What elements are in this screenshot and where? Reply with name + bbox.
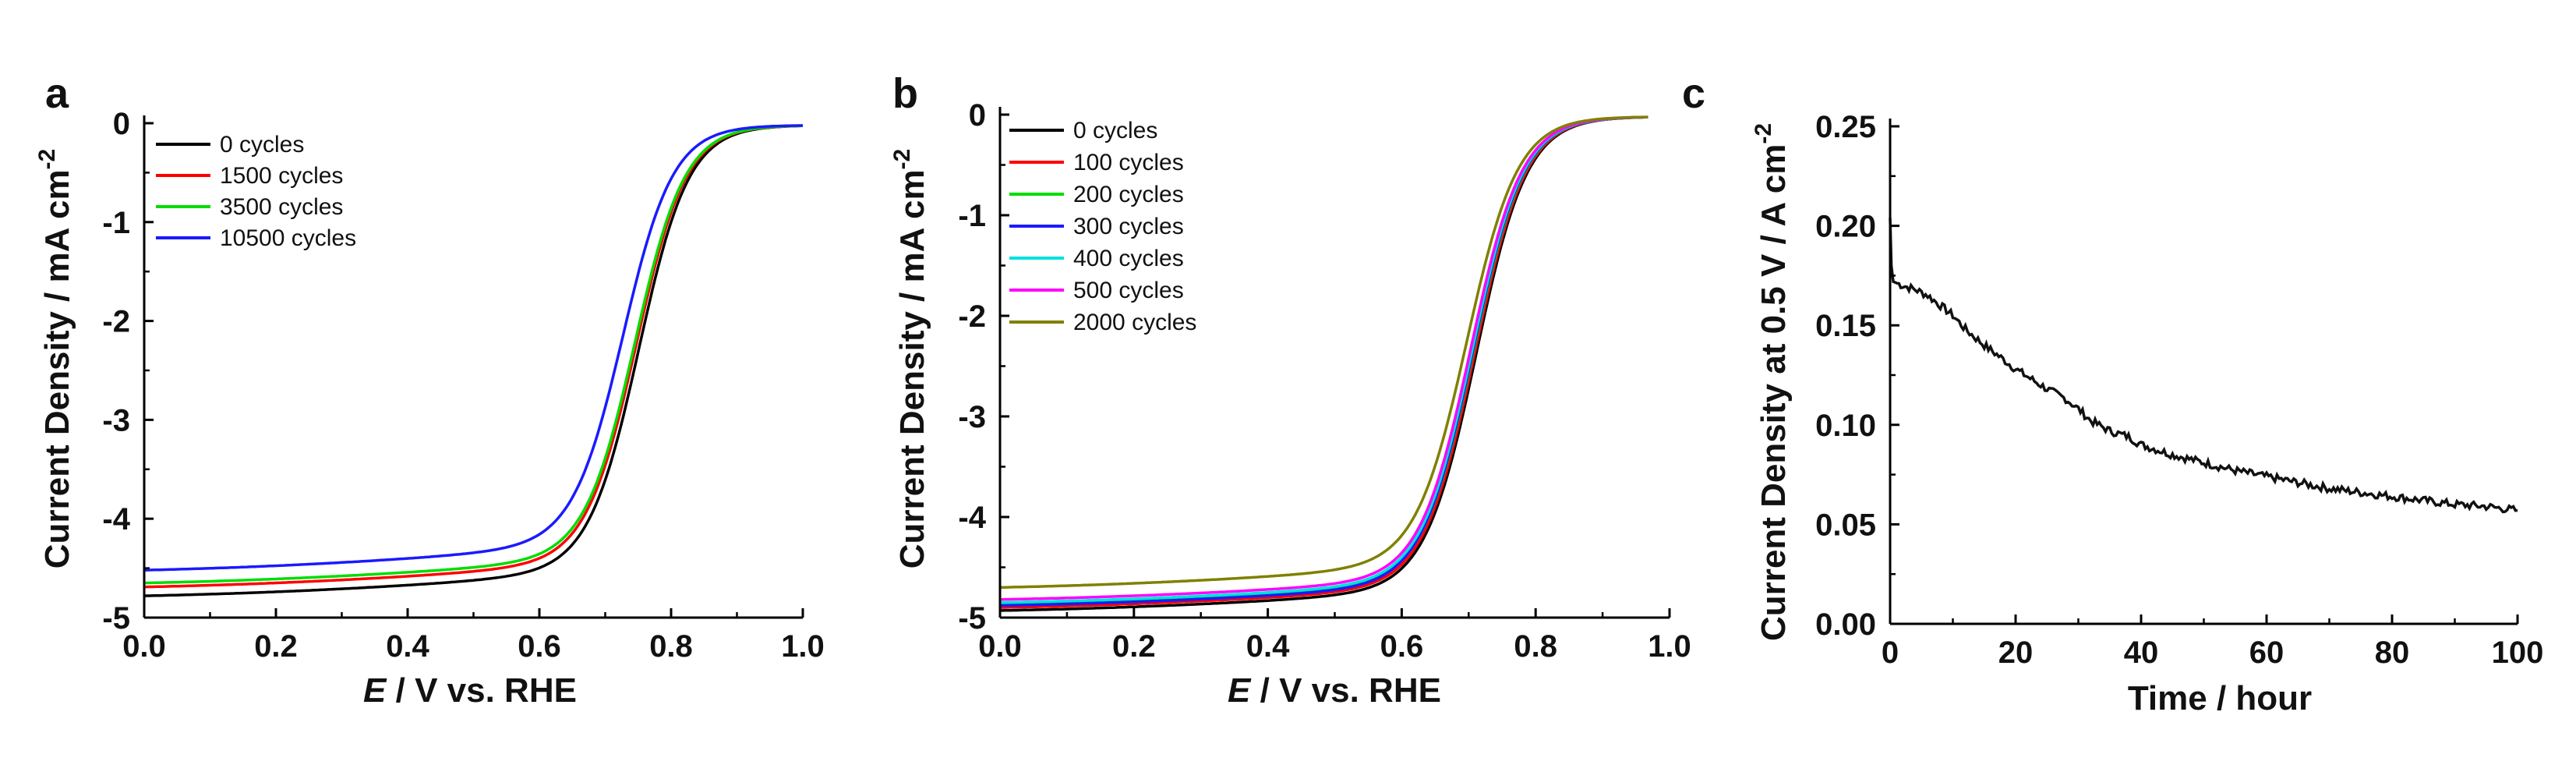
y-tick-label-b-2: -2 [958,299,986,334]
y-tick-label-b-3: -3 [958,400,986,434]
x-tick-label-a-4: 0.8 [649,629,693,664]
y-axis-label-text-c: Current Density at 0.5 V / A cm [1754,144,1793,641]
y-tick-label-b-5: -5 [958,601,986,636]
y-tick-label-c-4: 0.20 [1815,210,1876,244]
x-tick-label-b-0: 0.0 [978,629,1022,664]
y-tick-label-c-2: 0.10 [1815,409,1876,443]
series-line-a-3 [144,124,804,572]
svg-text:Current Density at 0.5 V / A c: Current Density at 0.5 V / A cm-2 [1751,123,1793,641]
legend-label-b-5: 500 cycles [1073,278,1184,303]
x-tick-label-c-0: 0 [1882,636,1899,670]
legend-label-b-6: 2000 cycles [1073,310,1196,335]
legend-label-a-3: 10500 cycles [220,225,356,251]
y-tick-label-b-4: -4 [958,501,986,535]
legend-label-a-0: 0 cycles [220,132,304,158]
x-tick-label-c-3: 60 [2249,636,2284,670]
y-tick-label-c-1: 0.05 [1815,508,1876,542]
y-tick-label-a-1: -1 [102,206,130,240]
x-tick-label-c-5: 100 [2492,636,2544,670]
legend-label-b-1: 100 cycles [1073,150,1184,175]
series-line-c-0 [1889,218,2518,514]
x-tick-label-a-2: 0.4 [386,629,429,664]
svg-text:Current Density / mA cm-2: Current Density / mA cm-2 [34,149,76,569]
legend-label-b-3: 300 cycles [1073,214,1184,239]
panel-letter-a: a [45,70,69,117]
x-tick-label-b-4: 0.8 [1514,629,1557,664]
y-tick-label-c-3: 0.15 [1815,309,1876,343]
x-tick-label-a-5: 1.0 [781,629,825,664]
series-line-a-2 [143,124,804,585]
y-tick-label-c-0: 0.00 [1815,607,1876,642]
x-tick-label-c-2: 40 [2124,636,2159,670]
y-axis-label-a: Current Density / mA cm-2 [34,149,76,569]
panel-letter-c: c [1682,70,1705,117]
legend-label-b-2: 200 cycles [1073,182,1184,207]
x-tick-label-b-1: 0.2 [1112,629,1156,664]
panel-a: a Current Density / mA cm-2 E / V vs. RH… [34,70,825,710]
legend-label-a-2: 3500 cycles [220,194,343,220]
x-tick-label-a-0: 0.0 [122,629,166,664]
y-axis-label-c: Current Density at 0.5 V / A cm-2 [1751,123,1793,641]
y-axis-label-text-b: Current Density / mA cm [893,169,931,568]
y-axis-label-sup-b: -2 [889,149,915,170]
series-line-b-5 [999,115,1648,601]
x-tick-label-c-1: 20 [1998,636,2034,670]
x-tick-label-c-4: 80 [2375,636,2410,670]
x-axis-label-c: Time / hour [2128,679,2312,717]
x-tick-label-a-3: 0.6 [518,629,561,664]
y-tick-label-b-0: 0 [969,98,986,133]
y-tick-label-a-3: -3 [102,403,130,437]
y-tick-label-a-2: -2 [102,305,130,339]
y-axis-label-b: Current Density / mA cm-2 [889,149,931,569]
y-tick-label-b-1: -1 [958,199,986,233]
x-tick-label-b-5: 1.0 [1648,629,1691,664]
x-axis-label-a: E / V vs. RHE [363,671,577,710]
y-tick-label-a-5: -5 [102,601,130,636]
panel-letter-b: b [892,70,918,117]
x-tick-label-b-2: 0.4 [1246,629,1290,664]
legend-label-b-0: 0 cycles [1073,118,1157,143]
panel-b: b Current Density / mA cm-2 E / V vs. RH… [889,70,1691,710]
series-line-a-0 [143,124,804,597]
y-tick-label-c-5: 0.25 [1815,110,1876,144]
panel-c: c Current Density at 0.5 V / A cm-2 Time… [1682,70,2543,717]
y-axis-label-sup-a: -2 [34,149,60,170]
y-axis-label-text-a: Current Density / mA cm [38,169,76,568]
x-tick-label-b-3: 0.6 [1380,629,1424,664]
y-tick-label-a-0: 0 [113,107,130,141]
y-tick-label-a-4: -4 [102,502,130,537]
series-line-b-6 [999,115,1648,590]
x-tick-label-a-1: 0.2 [254,629,298,664]
y-axis-label-sup-c: -2 [1751,123,1776,144]
svg-text:Current Density / mA cm-2: Current Density / mA cm-2 [889,149,931,569]
x-axis-label-b: E / V vs. RHE [1228,671,1441,710]
legend-label-a-1: 1500 cycles [220,163,343,189]
legend-label-b-4: 400 cycles [1073,246,1184,271]
